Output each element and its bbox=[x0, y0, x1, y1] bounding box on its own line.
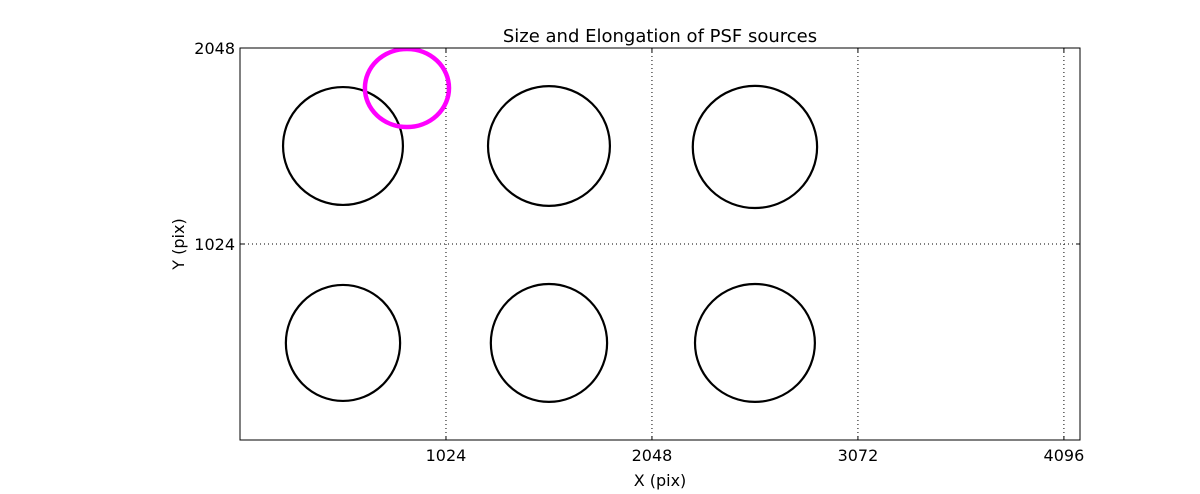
marks bbox=[281, 48, 819, 404]
y-tick-label: 2048 bbox=[194, 39, 235, 58]
ticks: 1024 2048 3072 4096 1024 2048 bbox=[194, 39, 1084, 465]
psf-source-ellipse bbox=[281, 85, 405, 207]
x-axis-label: X (pix) bbox=[634, 471, 687, 490]
y-axis-label: Y (pix) bbox=[169, 218, 188, 270]
psf-source-ellipse bbox=[489, 282, 609, 404]
highlight-ellipse bbox=[362, 48, 452, 130]
x-tick-label: 3072 bbox=[838, 446, 879, 465]
x-tick-label: 2048 bbox=[632, 446, 673, 465]
psf-source-ellipse bbox=[693, 282, 816, 404]
psf-source-ellipse bbox=[284, 283, 402, 403]
x-tick-label: 4096 bbox=[1044, 446, 1085, 465]
chart-title: Size and Elongation of PSF sources bbox=[503, 26, 817, 47]
psf-source-ellipse bbox=[486, 84, 612, 208]
grid bbox=[240, 48, 1080, 440]
psf-source-ellipse bbox=[691, 84, 819, 210]
y-tick-label: 1024 bbox=[194, 235, 235, 254]
x-tick-label: 1024 bbox=[426, 446, 467, 465]
